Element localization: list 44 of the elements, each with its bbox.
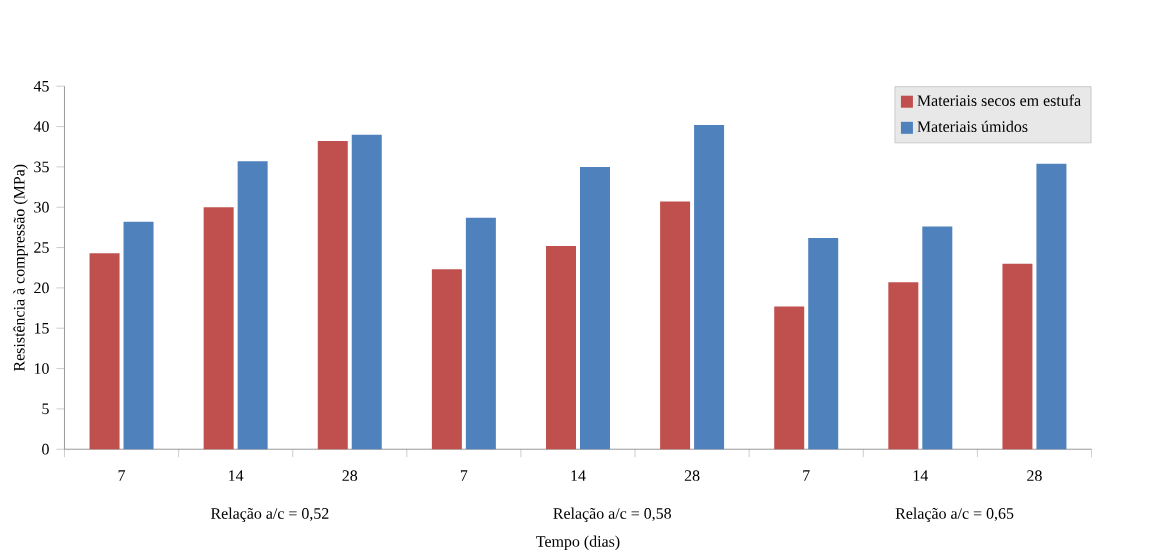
y-tick-label: 20 bbox=[34, 282, 49, 294]
y-tick-label: 45 bbox=[33, 80, 49, 92]
y-tick-label: 5 bbox=[42, 403, 49, 415]
bar bbox=[1002, 263, 1033, 450]
y-tick-label: 15 bbox=[34, 322, 49, 334]
bar bbox=[465, 217, 496, 450]
legend-label: Materiais secos em estufa bbox=[917, 94, 1081, 106]
text: Relação a/c = 0,58 bbox=[553, 507, 672, 523]
bar bbox=[123, 221, 154, 450]
bar bbox=[317, 141, 348, 450]
x-tick-label: 14 bbox=[571, 470, 586, 481]
bar bbox=[888, 282, 919, 450]
y-tick-label: 30 bbox=[34, 201, 49, 213]
bar bbox=[660, 201, 691, 450]
text: Relação a/c = 0,65 bbox=[895, 507, 1014, 523]
legend-label: Materiais úmidos bbox=[917, 120, 1028, 132]
bar bbox=[808, 237, 839, 450]
x-tick-label: 7 bbox=[118, 470, 126, 481]
bar bbox=[89, 253, 120, 450]
x-tick-label: 28 bbox=[684, 470, 700, 481]
bar bbox=[774, 306, 805, 450]
y-tick-label: 10 bbox=[34, 363, 49, 374]
x-tick-label: 7 bbox=[803, 470, 810, 481]
bar bbox=[694, 124, 725, 450]
x-tick-label: 14 bbox=[229, 470, 244, 481]
x-tick-label: 14 bbox=[913, 470, 929, 481]
x-tick-label: 7 bbox=[460, 470, 468, 481]
bar bbox=[1036, 163, 1067, 450]
y-tick-label: 25 bbox=[34, 242, 49, 253]
y-tick-label: 40 bbox=[33, 121, 49, 132]
x-tick-label: 28 bbox=[1027, 470, 1042, 481]
bar bbox=[579, 166, 610, 450]
y-tick-label: 0 bbox=[42, 443, 49, 455]
x-axis-title: Tempo (dias) bbox=[536, 535, 620, 550]
bar bbox=[431, 269, 462, 450]
x-tick-label: 28 bbox=[342, 470, 358, 481]
bar bbox=[203, 207, 234, 450]
y-tick-label: 35 bbox=[34, 161, 49, 173]
bar bbox=[545, 245, 576, 450]
y-axis-title: Resistência à compressão (MPa) bbox=[13, 164, 28, 372]
text: Relação a/c = 0,52 bbox=[210, 507, 329, 523]
bar bbox=[922, 226, 953, 450]
bar bbox=[351, 134, 382, 450]
bar bbox=[237, 161, 268, 450]
